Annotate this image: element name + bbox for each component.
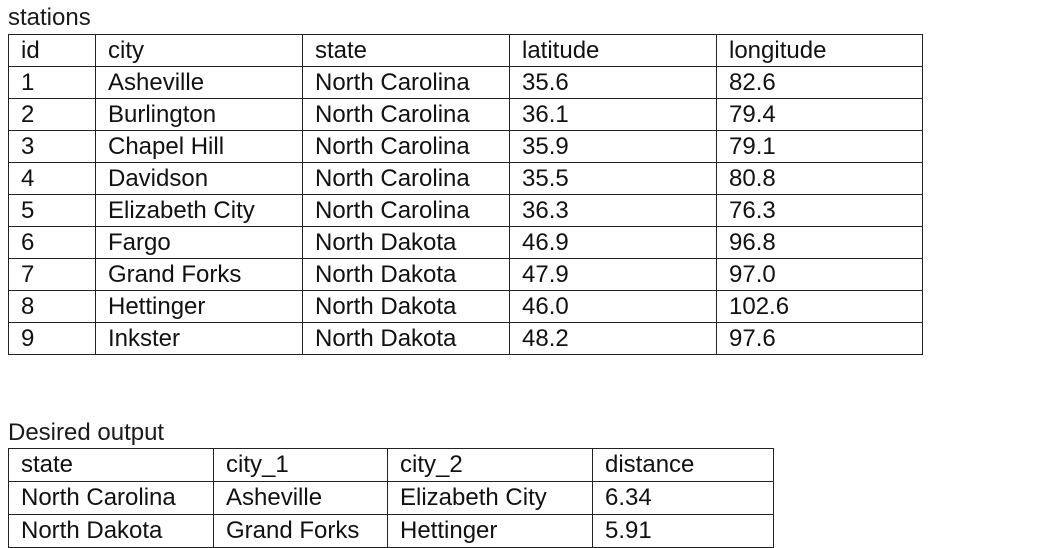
cell-id: 2 <box>8 98 96 131</box>
table-row: 1 Asheville North Carolina 35.6 82.6 <box>8 66 923 99</box>
cell-state: North Dakota <box>302 258 510 291</box>
column-header-city-2: city_2 <box>387 448 593 482</box>
column-header-state: state <box>8 448 214 482</box>
cell-state: North Carolina <box>8 481 214 515</box>
column-header-longitude: longitude <box>716 34 923 67</box>
cell-city: Inkster <box>95 322 303 355</box>
cell-state: North Carolina <box>302 66 510 99</box>
table-row: 6 Fargo North Dakota 46.9 96.8 <box>8 226 923 259</box>
cell-state: North Dakota <box>302 226 510 259</box>
column-header-distance: distance <box>592 448 774 482</box>
cell-id: 4 <box>8 162 96 195</box>
cell-id: 5 <box>8 194 96 227</box>
cell-id: 1 <box>8 66 96 99</box>
cell-latitude: 46.0 <box>509 290 717 323</box>
column-header-latitude: latitude <box>509 34 717 67</box>
table-row: 4 Davidson North Carolina 35.5 80.8 <box>8 162 923 195</box>
output-caption: Desired output <box>8 419 165 446</box>
cell-id: 8 <box>8 290 96 323</box>
cell-id: 9 <box>8 322 96 355</box>
cell-city: Fargo <box>95 226 303 259</box>
cell-city-2: Hettinger <box>387 514 593 548</box>
cell-latitude: 36.1 <box>509 98 717 131</box>
table-header-row: state city_1 city_2 distance <box>8 448 774 482</box>
desired-output-table-body: North Carolina Asheville Elizabeth City 6.3… <box>8 481 774 548</box>
cell-city: Hettinger <box>95 290 303 323</box>
cell-id: 6 <box>8 226 96 259</box>
cell-id: 3 <box>8 130 96 163</box>
cell-longitude: 79.1 <box>716 130 923 163</box>
table-row: 5 Elizabeth City North Carolina 36.3 76.3 <box>8 194 923 227</box>
cell-state: North Dakota <box>302 322 510 355</box>
cell-city: Asheville <box>95 66 303 99</box>
cell-latitude: 46.9 <box>509 226 717 259</box>
cell-longitude: 76.3 <box>716 194 923 227</box>
cell-state: North Carolina <box>302 194 510 227</box>
desired-output-table: state city_1 city_2 distance North Carol… <box>8 448 774 548</box>
cell-distance: 5.91 <box>592 514 774 548</box>
cell-longitude: 82.6 <box>716 66 923 99</box>
cell-distance: 6.34 <box>592 481 774 515</box>
cell-latitude: 47.9 <box>509 258 717 291</box>
table-row: 7 Grand Forks North Dakota 47.9 97.0 <box>8 258 923 291</box>
column-header-id: id <box>8 34 96 67</box>
cell-state: North Carolina <box>302 130 510 163</box>
table-row: 9 Inkster North Dakota 48.2 97.6 <box>8 322 923 355</box>
cell-longitude: 80.8 <box>716 162 923 195</box>
cell-state: North Carolina <box>302 98 510 131</box>
stations-table: id city state latitude longitude 1 Ashevi… <box>8 34 923 355</box>
cell-city-2: Elizabeth City <box>387 481 593 515</box>
cell-city: Burlington <box>95 98 303 131</box>
table-row: 2 Burlington North Carolina 36.1 79.4 <box>8 98 923 131</box>
cell-city: Grand Forks <box>95 258 303 291</box>
cell-latitude: 36.3 <box>509 194 717 227</box>
column-header-city: city <box>95 34 303 67</box>
cell-latitude: 35.6 <box>509 66 717 99</box>
cell-city: Chapel Hill <box>95 130 303 163</box>
cell-latitude: 35.5 <box>509 162 717 195</box>
column-header-city-1: city_1 <box>213 448 388 482</box>
stations-table-body: 1 Asheville North Carolina 35.6 82.6 2 Burling… <box>8 66 923 355</box>
cell-latitude: 48.2 <box>509 322 717 355</box>
cell-city-1: Asheville <box>213 481 388 515</box>
cell-state: North Dakota <box>8 514 214 548</box>
stations-caption: stations <box>8 4 91 31</box>
cell-longitude: 97.6 <box>716 322 923 355</box>
cell-city: Davidson <box>95 162 303 195</box>
cell-latitude: 35.9 <box>509 130 717 163</box>
cell-city: Elizabeth City <box>95 194 303 227</box>
table-header-row: id city state latitude longitude <box>8 34 923 67</box>
cell-longitude: 97.0 <box>716 258 923 291</box>
cell-city-1: Grand Forks <box>213 514 388 548</box>
cell-state: North Carolina <box>302 162 510 195</box>
cell-longitude: 79.4 <box>716 98 923 131</box>
column-header-state: state <box>302 34 510 67</box>
table-row: North Carolina Asheville Elizabeth City 6.3… <box>8 481 774 515</box>
table-row: 8 Hettinger North Dakota 46.0 102.6 <box>8 290 923 323</box>
cell-longitude: 96.8 <box>716 226 923 259</box>
cell-longitude: 102.6 <box>716 290 923 323</box>
cell-id: 7 <box>8 258 96 291</box>
cell-state: North Dakota <box>302 290 510 323</box>
table-row: North Dakota Grand Forks Hettinger 5.91 <box>8 514 774 548</box>
table-row: 3 Chapel Hill North Carolina 35.9 79.1 <box>8 130 923 163</box>
